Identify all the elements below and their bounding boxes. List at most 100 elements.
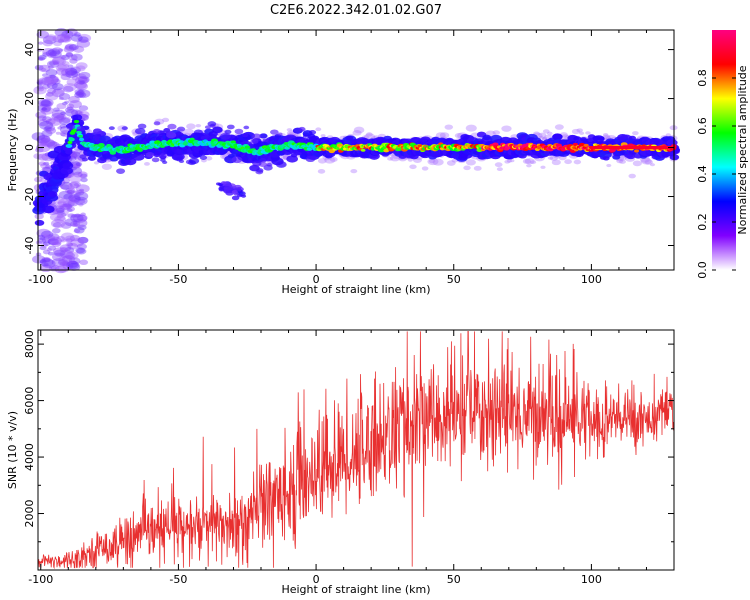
spectrogram-cell: [51, 83, 64, 91]
spectrogram-cell: [74, 191, 89, 201]
spectrogram-cell: [77, 171, 88, 178]
snr-frame: [37, 329, 675, 571]
spectrogram-cell: [64, 107, 75, 114]
spectrogram-cell: [644, 159, 653, 165]
spectrogram-cell: [65, 52, 73, 57]
spectrogram-cell: [68, 137, 75, 142]
spectrogram-cell: [68, 173, 83, 183]
spectrogram-ticks: -100 -50 0 50 100 -40 -20 0 20 40: [23, 30, 675, 286]
spectrogram-cell: [63, 37, 71, 42]
spectrogram-cell: [78, 89, 84, 93]
spectrogram-x-tick-label: 0: [313, 273, 320, 286]
spectrogram-cell: [40, 137, 47, 142]
spectrogram-cell: [35, 240, 43, 245]
spectrogram-cell: [81, 157, 88, 162]
spectrogram-cell: [52, 107, 60, 112]
spectrogram-panel: -100 -50 0 50 100 -40 -20 0 20 40 Height of strai…: [6, 28, 681, 296]
spectrogram-cell: [66, 206, 75, 212]
spectrogram-cell: [243, 125, 250, 130]
spectrogram-cell: [587, 138, 594, 143]
spectrogram-cell: [52, 56, 67, 66]
spectrogram-cell: [74, 226, 85, 234]
spectrogram-cell: [65, 255, 73, 260]
spectrogram-cell: [58, 205, 64, 209]
spectrogram-cell: [64, 67, 78, 76]
spectrogram-cell: [45, 68, 58, 77]
spectrogram-cell: [619, 159, 626, 164]
spectrogram-cell: [578, 142, 586, 147]
spectrogram-cell: [78, 105, 89, 112]
spectrogram-cell: [79, 259, 89, 266]
spectrogram-cell: [77, 224, 87, 231]
spectrogram-cell: [205, 156, 213, 161]
spectrogram-cell: [70, 238, 85, 247]
spectrogram-cell: [41, 107, 48, 111]
spectrogram-cell: [199, 155, 208, 160]
spectrogram-cell: [42, 52, 50, 57]
spectrogram-cell: [73, 214, 88, 223]
spectrogram-cell: [59, 244, 72, 252]
spectrogram-cell: [34, 213, 44, 220]
spectrogram-cell: [59, 249, 74, 259]
spectrogram-cell: [49, 74, 56, 79]
spectrogram-cell: [73, 119, 80, 124]
spectrogram-cell: [38, 64, 51, 73]
spectrogram-cell: [296, 133, 301, 137]
spectrogram-cell: [231, 156, 243, 164]
spectrogram-cell: [40, 243, 48, 248]
spectrogram-cell: [435, 132, 446, 139]
spectrogram-cell: [492, 130, 501, 135]
spectrogram-cell: [59, 54, 66, 60]
spectrogram-cell: [68, 257, 81, 265]
spectrogram-cell: [73, 45, 85, 53]
spectrogram-cell: [37, 103, 52, 113]
spectrogram-cell: [540, 165, 546, 169]
spectrogram-cell: [552, 133, 563, 141]
spectrogram-cell: [53, 115, 65, 123]
spectrogram-cell: [56, 33, 70, 43]
spectrogram-cell: [38, 54, 47, 60]
spectrogram-cell: [56, 201, 67, 208]
spectrogram-cell: [41, 237, 51, 244]
spectrogram-cell: [134, 127, 146, 135]
spectrogram-cell: [57, 38, 65, 44]
spectrogram-cell: [37, 115, 47, 121]
spectrogram-cell: [78, 76, 88, 83]
spectrogram-cell: [93, 161, 100, 165]
spectrogram-cell: [70, 109, 82, 117]
spectrogram-cell: [57, 63, 69, 71]
spectrogram-cell: [45, 127, 57, 135]
spectrogram-cell: [80, 212, 86, 217]
spectrogram-cell: [56, 214, 64, 219]
spectrogram-cell: [56, 210, 65, 215]
spectrogram-cell: [195, 123, 202, 128]
spectrogram-cell: [38, 56, 46, 61]
spectrogram-cell: [69, 220, 81, 228]
spectrogram-cell: [73, 32, 81, 37]
colorbar-ticks: 0.0 0.2 0.4 0.6 0.8: [696, 69, 736, 279]
spectrogram-x-tick-label: -50: [169, 273, 187, 286]
spectrogram-cell: [47, 251, 54, 256]
spectrogram-cell: [74, 91, 84, 99]
spectrogram-cell: [317, 169, 326, 174]
spectrogram-cell: [108, 126, 115, 131]
spectrogram-cell: [78, 36, 89, 43]
spectrogram-cell: [345, 135, 354, 141]
snr-x-tick-label: 50: [447, 573, 461, 586]
spectrogram-cell: [161, 117, 170, 123]
spectrogram-cell: [68, 95, 80, 104]
spectrogram-cell: [547, 156, 554, 160]
spectrogram-cell: [70, 34, 83, 42]
spectrogram-cell: [92, 128, 103, 135]
spectrogram-cell: [542, 129, 550, 134]
spectrogram-cell: [42, 48, 55, 56]
spectrogram-cell: [60, 73, 71, 81]
spectrogram-cell: [75, 62, 88, 70]
spectrogram-cell: [70, 151, 81, 159]
spectrogram-cell: [75, 90, 85, 97]
spectrogram-cell: [66, 103, 75, 109]
spectrogram-cell: [66, 189, 75, 195]
spectrogram-cell: [97, 143, 105, 148]
spectrogram-cell: [55, 207, 65, 213]
spectrogram-cell: [47, 48, 61, 57]
